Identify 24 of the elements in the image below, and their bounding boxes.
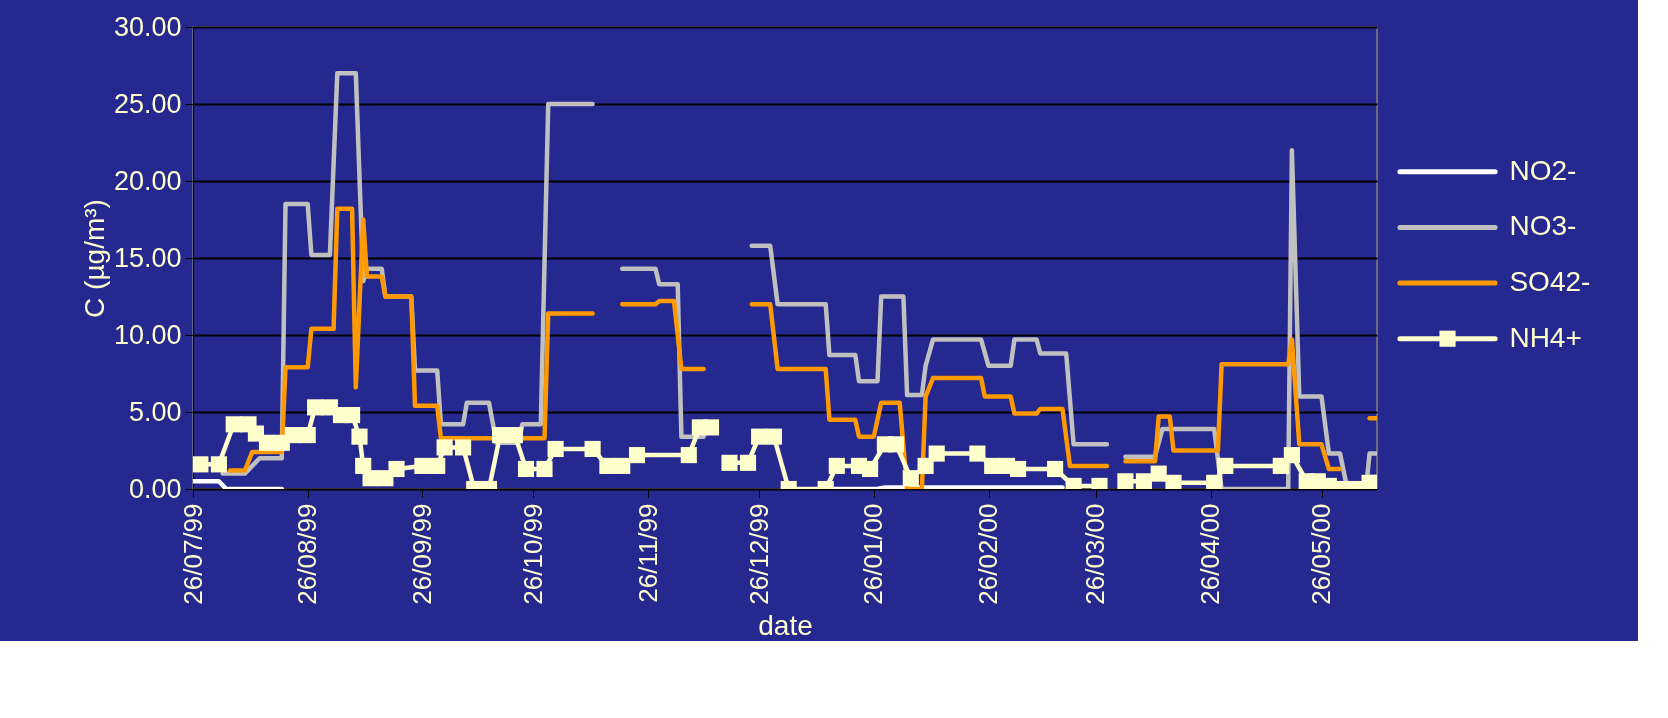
legend-label: NO2- — [1509, 154, 1577, 186]
x-tick-label: 26/09/99 — [406, 503, 437, 605]
legend-label: NO3- — [1509, 210, 1577, 242]
y-tick-label: 15.00 — [113, 242, 182, 273]
y-tick-label: 30.00 — [113, 11, 182, 42]
y-tick-label: 5.00 — [128, 396, 182, 427]
x-tick-label: 26/01/00 — [858, 503, 889, 605]
x-tick-label: 26/04/00 — [1195, 503, 1225, 605]
legend-label: SO42- — [1509, 266, 1591, 298]
x-tick-label: 26/08/99 — [292, 503, 323, 605]
x-tick-label: 26/10/99 — [517, 503, 548, 605]
x-tick-label: 26/07/99 — [177, 503, 208, 605]
x-tick-label: 26/05/00 — [1306, 503, 1336, 605]
x-tick-label: 26/12/99 — [743, 503, 774, 605]
x-tick-label: 26/02/00 — [973, 503, 1003, 605]
x-tick-label: 26/03/00 — [1080, 503, 1111, 605]
y-tick-label: 10.00 — [113, 319, 182, 350]
y-tick-label: 20.00 — [113, 165, 182, 196]
y-tick-label: 0.00 — [128, 473, 182, 504]
x-axis-title: date — [758, 609, 813, 641]
y-axis-title: C (µg/m³) — [78, 199, 110, 318]
x-tick-label: 26/11/99 — [632, 503, 663, 603]
legend-label: NH4+ — [1509, 321, 1582, 353]
y-tick-label: 25.00 — [113, 88, 182, 119]
